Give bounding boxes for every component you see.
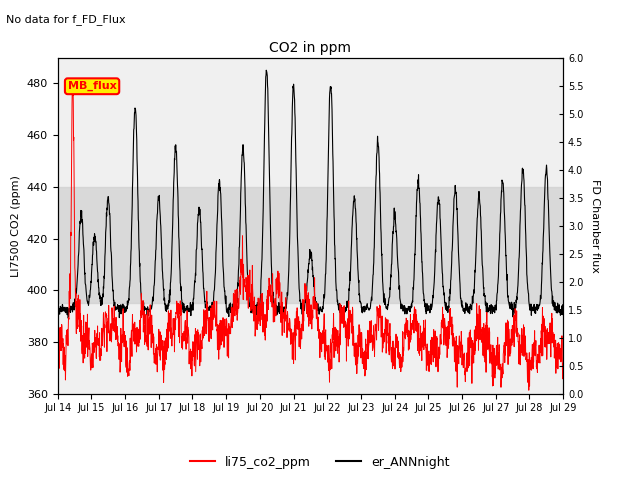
- Y-axis label: LI7500 CO2 (ppm): LI7500 CO2 (ppm): [11, 175, 21, 276]
- Text: MB_flux: MB_flux: [68, 81, 116, 91]
- Bar: [58, 187, 563, 303]
- Y-axis label: FD Chamber flux: FD Chamber flux: [590, 179, 600, 273]
- Legend: li75_co2_ppm, er_ANNnight: li75_co2_ppm, er_ANNnight: [186, 451, 454, 474]
- Text: No data for f_FD_Flux: No data for f_FD_Flux: [6, 14, 126, 25]
- Title: CO2 in ppm: CO2 in ppm: [269, 41, 351, 55]
